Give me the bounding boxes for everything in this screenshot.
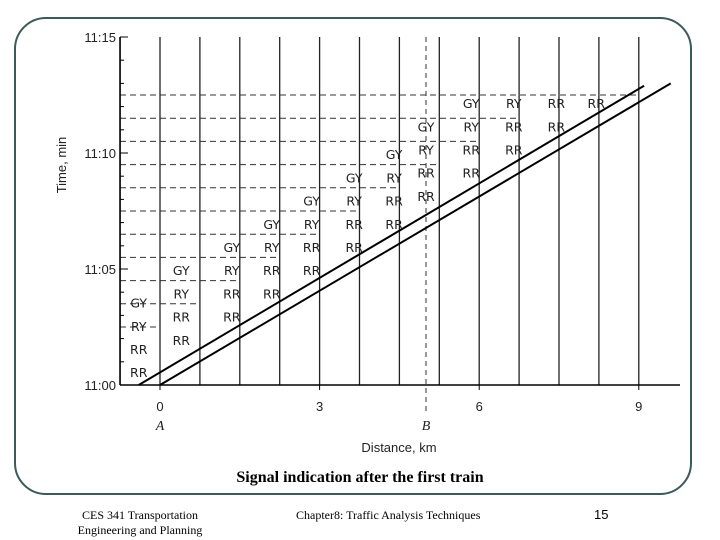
signal-aspect-label: RR <box>463 166 481 181</box>
signal-aspect-label: RR <box>385 217 403 232</box>
signal-aspect-label: RR <box>303 240 321 255</box>
signal-aspect-label: RR <box>385 194 403 209</box>
y-tick-label: 11:00 <box>84 378 116 393</box>
x-tick-label: 3 <box>316 399 323 414</box>
signal-aspect-label: RY <box>174 286 190 301</box>
y-tick-label: 11:05 <box>84 262 116 277</box>
signal-aspect-label: GY <box>263 217 280 232</box>
y-axis-label: Time, min <box>54 137 69 194</box>
signal-aspect-label: RR <box>417 166 435 181</box>
page-number: 15 <box>594 507 609 522</box>
signal-aspect-label: GY <box>346 170 363 185</box>
location-label: B <box>422 419 431 434</box>
y-tick-label: 11:15 <box>84 30 116 45</box>
signal-aspect-label: RY <box>346 194 362 209</box>
signal-aspect-label: GY <box>418 119 435 134</box>
signal-aspect-label: RR <box>173 310 191 325</box>
chart-axes: 11:00 11:05 11:10 11:15 0 3 6 9 A B <box>84 30 680 434</box>
footer-course: CES 341 Transportation Engineering and P… <box>70 508 210 538</box>
signal-aspect-label: RY <box>131 319 147 334</box>
signal-aspect-label: RR <box>505 119 523 134</box>
signal-aspect-label: RR <box>263 286 281 301</box>
x-tick-label: 0 <box>156 399 163 414</box>
location-label: A <box>155 419 165 434</box>
signal-aspect-label: GY <box>303 194 320 209</box>
x-tick-label: 9 <box>635 399 642 414</box>
signal-aspect-label: RR <box>588 96 606 111</box>
x-axis-label: Distance, km <box>361 440 436 455</box>
footer-course-line2: Engineering and Planning <box>77 523 203 537</box>
signal-aspect-label: RR <box>463 143 481 158</box>
signal-aspect-label: GY <box>223 240 240 255</box>
signal-aspect-labels: RR RR RY GY RR RR RY GY RR RR RY GY RR RR RY GY RR RR RY GY… <box>130 96 605 380</box>
signal-aspect-label: GY <box>130 296 147 311</box>
signal-aspect-label: RR <box>417 189 435 204</box>
train-trajectory-line <box>159 82 672 386</box>
signal-aspect-label: RR <box>130 342 148 357</box>
signal-aspect-label: RR <box>173 333 191 348</box>
signal-aspect-label: RY <box>264 240 280 255</box>
signal-aspect-label: RR <box>263 263 281 278</box>
signal-aspect-label: RY <box>418 143 434 158</box>
signal-aspect-label: RR <box>130 365 148 380</box>
footer-course-line1: CES 341 Transportation <box>81 508 198 522</box>
signal-aspect-label: RY <box>463 119 479 134</box>
signal-aspect-label: RY <box>386 170 402 185</box>
signal-aspect-label: RR <box>223 286 241 301</box>
signal-aspect-label: RR <box>345 240 363 255</box>
signal-aspect-label: GY <box>463 96 480 111</box>
footer-chapter: Chapter8: Traffic Analysis Techniques <box>296 508 481 522</box>
signal-aspect-label: RY <box>224 263 240 278</box>
signal-aspect-label: RR <box>548 96 566 111</box>
signal-aspect-label: RR <box>303 263 321 278</box>
slide-frame <box>14 17 692 495</box>
signal-aspect-label: RY <box>506 96 522 111</box>
chart-series <box>138 82 672 386</box>
signal-aspect-label: GY <box>173 263 190 278</box>
signal-aspect-label: GY <box>386 147 403 162</box>
slide-caption: Signal indication after the first train <box>236 469 484 486</box>
signal-aspect-label: RR <box>548 119 566 134</box>
signal-aspect-label: RY <box>304 217 320 232</box>
x-tick-label: 6 <box>476 399 483 414</box>
train-trajectory-line <box>138 84 645 386</box>
signal-aspect-label: RR <box>505 143 523 158</box>
signal-aspect-label: RR <box>345 217 363 232</box>
signal-aspect-label: RR <box>223 310 241 325</box>
chart-grid <box>119 37 640 415</box>
y-tick-label: 11:10 <box>84 146 116 161</box>
